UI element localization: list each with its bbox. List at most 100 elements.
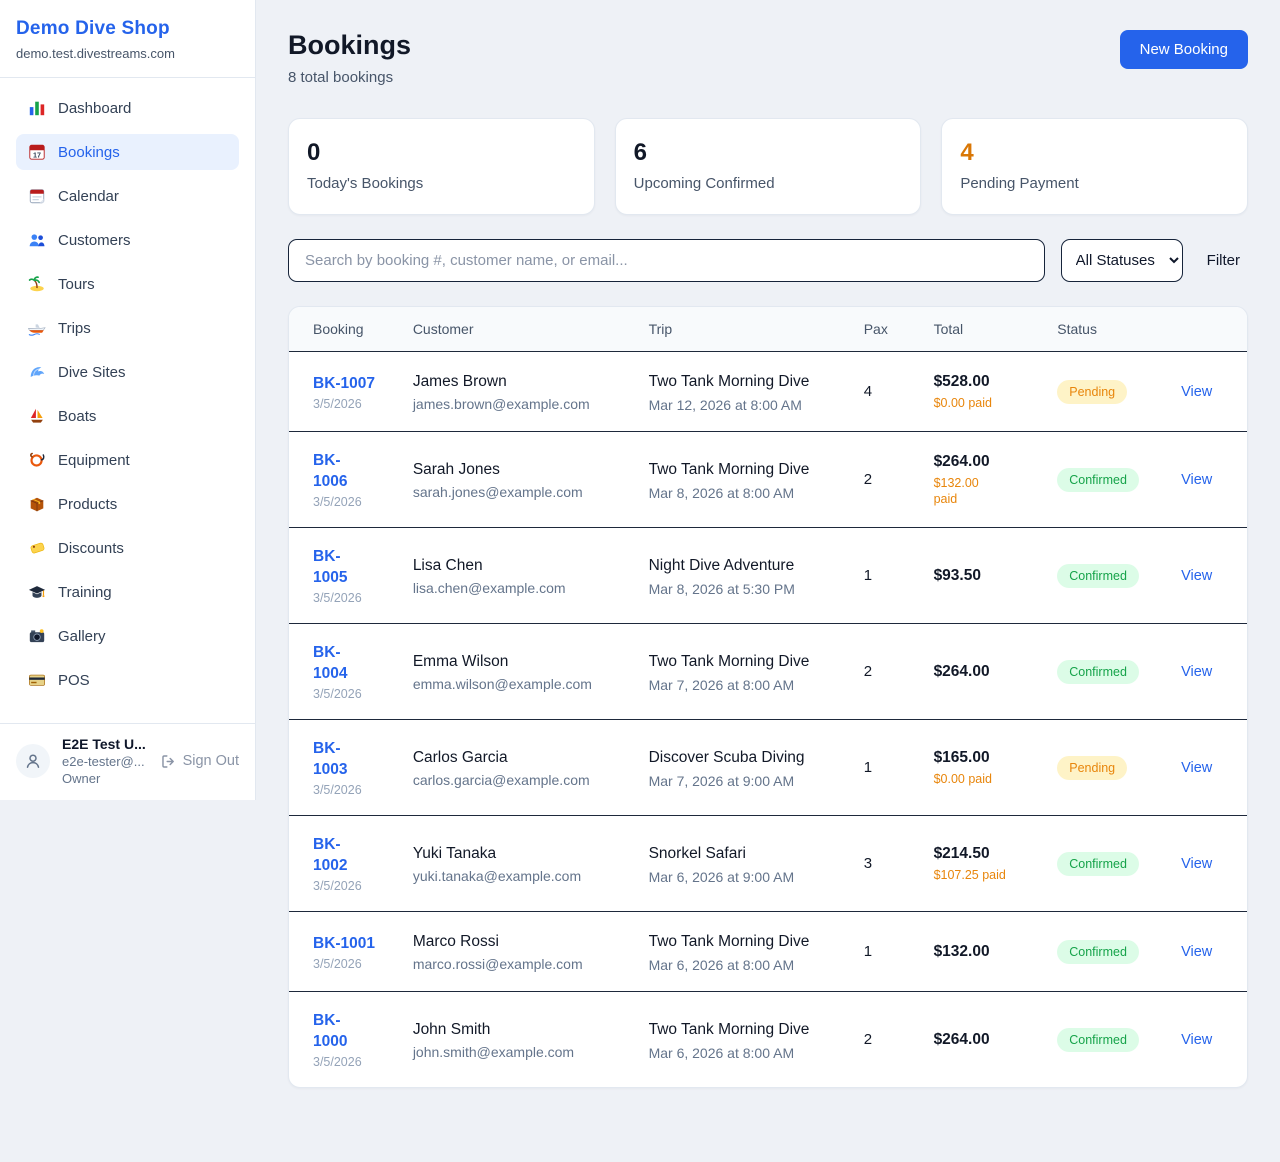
- speedboat-icon: [28, 319, 46, 337]
- pax-count: 3: [863, 854, 873, 872]
- new-booking-button[interactable]: New Booking: [1119, 30, 1248, 69]
- booking-date: 3/5/2026: [313, 956, 362, 971]
- column-header-trip: Trip: [636, 307, 852, 352]
- status-badge: Pending: [1057, 379, 1128, 404]
- shop-domain: demo.test.divestreams.com: [16, 46, 175, 61]
- sidebar-item-training[interactable]: Training: [16, 574, 239, 610]
- sign-out-button[interactable]: Sign Out: [160, 753, 239, 770]
- sidebar-item-tours[interactable]: Tours: [16, 266, 239, 302]
- filter-button[interactable]: Filter: [1206, 252, 1240, 269]
- bar-chart-icon: [28, 99, 46, 117]
- bookings-table-card: Booking Customer Trip Pax Total Status B…: [288, 306, 1248, 1088]
- column-header-total: Total: [921, 307, 1046, 352]
- customer-name: Yuki Tanaka: [412, 845, 497, 862]
- sidebar-item-trips[interactable]: Trips: [16, 310, 239, 346]
- trip-datetime: Mar 6, 2026 at 8:00 AM: [648, 1045, 795, 1061]
- paid-amount: $107.25 paid: [933, 867, 1006, 882]
- sailboat-icon: [28, 407, 46, 425]
- sidebar-item-customers[interactable]: Customers: [16, 222, 239, 258]
- customer-name: Sarah Jones: [412, 461, 500, 478]
- sidebar-item-gallery[interactable]: Gallery: [16, 618, 239, 654]
- view-link[interactable]: View: [1181, 855, 1213, 872]
- view-link[interactable]: View: [1181, 471, 1213, 488]
- column-header-customer: Customer: [400, 307, 637, 352]
- stat-upcoming-confirmed: 6 Upcoming Confirmed: [614, 118, 922, 215]
- pax-count: 4: [863, 382, 873, 400]
- sidebar-item-calendar[interactable]: Calendar: [16, 178, 239, 214]
- trip-datetime: Mar 6, 2026 at 8:00 AM: [648, 957, 795, 973]
- status-badge: Confirmed: [1057, 1027, 1139, 1052]
- sidebar-item-bookings[interactable]: 17 Bookings: [16, 134, 239, 170]
- calendar-date-icon: 17: [28, 143, 46, 161]
- booking-id-link[interactable]: BK-1000: [313, 1012, 348, 1050]
- view-link[interactable]: View: [1181, 567, 1213, 584]
- table-row: BK-1004 3/5/2026 Emma Wilson emma.wilson…: [289, 623, 1247, 720]
- trip-name: Two Tank Morning Dive: [648, 461, 810, 478]
- customer-email: james.brown@example.com: [412, 396, 590, 412]
- sidebar-item-dive-sites[interactable]: Dive Sites: [16, 354, 239, 390]
- credit-card-icon: [28, 671, 46, 689]
- logout-icon: [160, 753, 177, 770]
- pax-count: 1: [863, 566, 873, 584]
- sidebar-item-equipment[interactable]: Equipment: [16, 442, 239, 478]
- trip-datetime: Mar 8, 2026 at 5:30 PM: [648, 581, 795, 597]
- view-link[interactable]: View: [1181, 383, 1213, 400]
- brand-block: Demo Dive Shop demo.test.divestreams.com: [0, 0, 255, 78]
- sidebar-item-boats[interactable]: Boats: [16, 398, 239, 434]
- pax-count: 2: [863, 662, 873, 680]
- status-filter-select[interactable]: All Statuses: [1060, 239, 1183, 282]
- pax-count: 2: [863, 470, 873, 488]
- total-amount: $264.00: [933, 1030, 990, 1048]
- svg-text:17: 17: [33, 150, 41, 159]
- booking-id-link[interactable]: BK-1002: [313, 836, 348, 874]
- table-row: BK-1003 3/5/2026 Carlos Garcia carlos.ga…: [289, 719, 1247, 816]
- customer-email: sarah.jones@example.com: [412, 484, 583, 500]
- stat-value: 6: [633, 139, 648, 166]
- customer-name: Emma Wilson: [412, 653, 509, 670]
- customer-name: John Smith: [412, 1021, 491, 1038]
- status-badge: Confirmed: [1057, 563, 1139, 588]
- total-amount: $264.00: [933, 452, 990, 470]
- wave-icon: [28, 363, 46, 381]
- customer-name: Carlos Garcia: [412, 749, 508, 766]
- trip-datetime: Mar 7, 2026 at 8:00 AM: [648, 677, 795, 693]
- table-row: BK-1000 3/5/2026 John Smith john.smith@e…: [289, 992, 1247, 1088]
- status-badge: Pending: [1057, 755, 1128, 780]
- table-row: BK-1005 3/5/2026 Lisa Chen lisa.chen@exa…: [289, 527, 1247, 624]
- paid-amount: $0.00 paid: [933, 771, 992, 786]
- view-link[interactable]: View: [1181, 1031, 1213, 1048]
- booking-id-link[interactable]: BK-1006: [313, 452, 348, 490]
- search-input[interactable]: [288, 239, 1045, 282]
- booking-date: 3/5/2026: [313, 591, 362, 605]
- view-link[interactable]: View: [1181, 943, 1213, 960]
- column-header-status: Status: [1045, 307, 1170, 352]
- customer-email: emma.wilson@example.com: [412, 676, 592, 692]
- booking-id-link[interactable]: BK-1004: [313, 644, 348, 682]
- table-row: BK-1007 3/5/2026 James Brown james.brown…: [289, 351, 1247, 432]
- table-row: BK-1006 3/5/2026 Sarah Jones sarah.jones…: [289, 431, 1247, 528]
- package-icon: [28, 495, 46, 513]
- tag-icon: [28, 539, 46, 557]
- booking-date: 3/5/2026: [313, 396, 362, 411]
- booking-date: 3/5/2026: [313, 687, 362, 701]
- trip-datetime: Mar 12, 2026 at 8:00 AM: [648, 397, 802, 413]
- customer-email: john.smith@example.com: [412, 1044, 575, 1060]
- booking-id-link[interactable]: BK-1001: [313, 934, 376, 952]
- sidebar-item-pos[interactable]: POS: [16, 662, 239, 698]
- people-icon: [28, 231, 46, 249]
- table-header-row: Booking Customer Trip Pax Total Status: [289, 307, 1247, 352]
- booking-id-link[interactable]: BK-1003: [313, 740, 348, 778]
- booking-id-link[interactable]: BK-1007: [313, 374, 376, 392]
- view-link[interactable]: View: [1181, 663, 1213, 680]
- booking-date: 3/5/2026: [313, 495, 362, 509]
- sidebar-item-products[interactable]: Products: [16, 486, 239, 522]
- dive-mask-icon: [28, 451, 46, 469]
- booking-date: 3/5/2026: [313, 783, 362, 797]
- sidebar-item-dashboard[interactable]: Dashboard: [16, 90, 239, 126]
- booking-id-link[interactable]: BK-1005: [313, 548, 348, 586]
- trip-name: Night Dive Adventure: [648, 557, 795, 574]
- user-info: E2E Test U... e2e-tester@... Owner: [62, 736, 148, 786]
- sidebar-item-discounts[interactable]: Discounts: [16, 530, 239, 566]
- stats-cards: 0 Today's Bookings 6 Upcoming Confirmed …: [288, 118, 1248, 215]
- view-link[interactable]: View: [1181, 759, 1213, 776]
